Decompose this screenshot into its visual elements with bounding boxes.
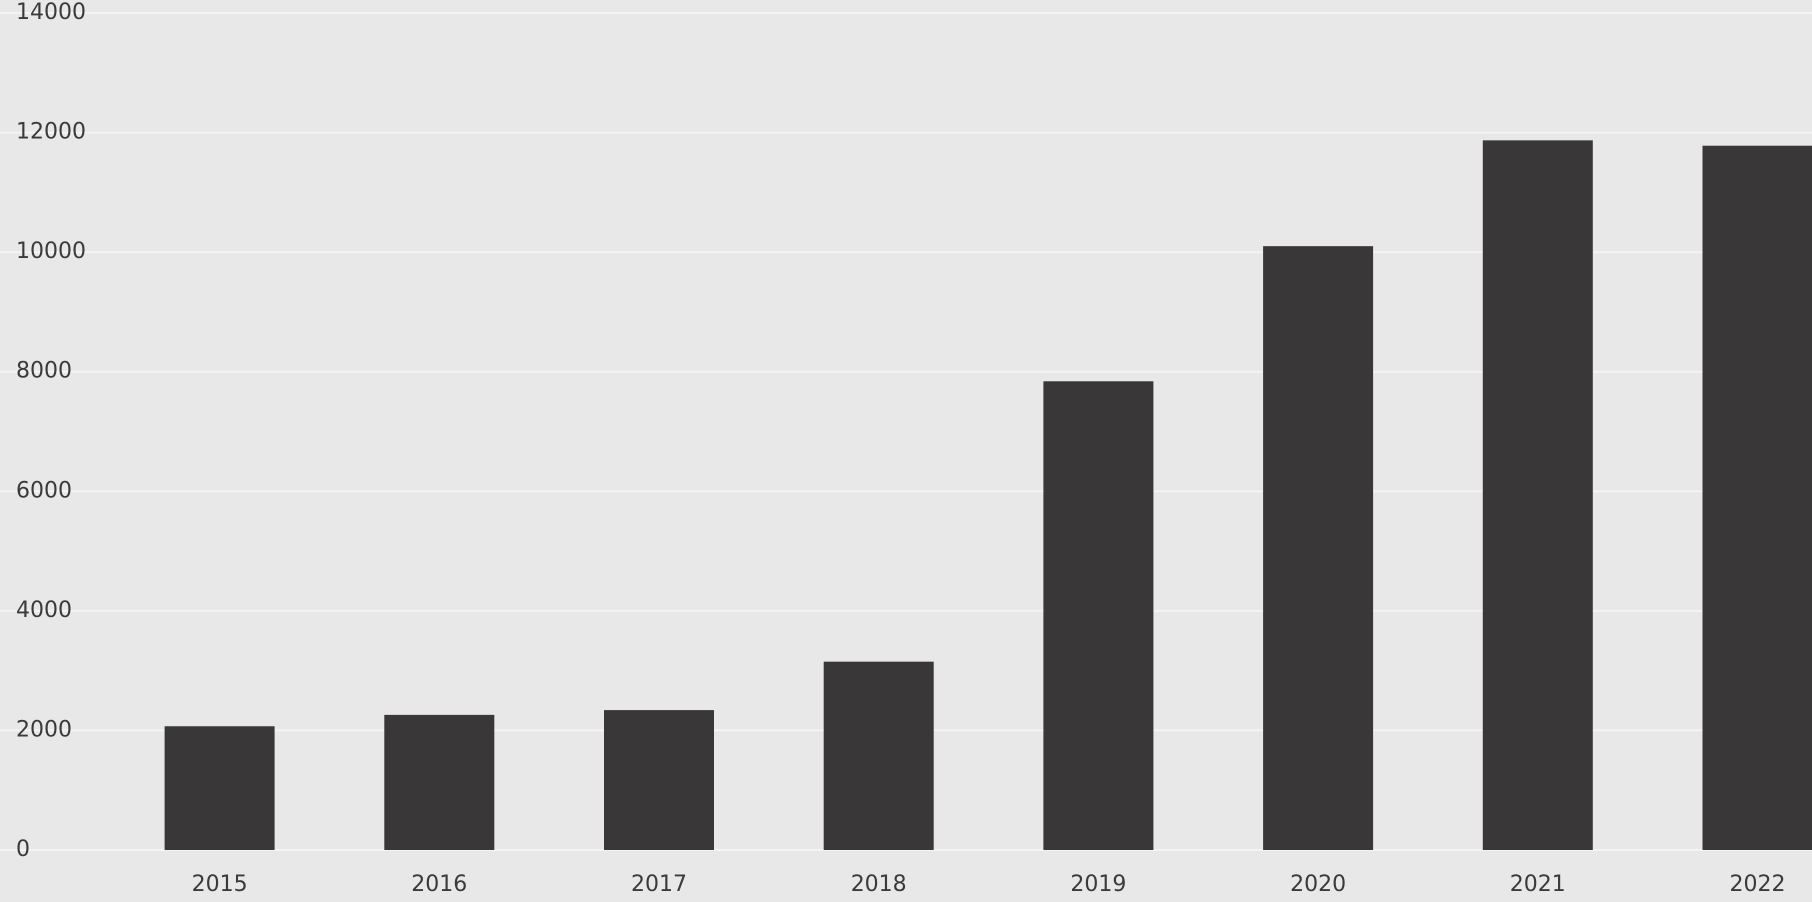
x-tick-label: 2016: [411, 872, 467, 897]
bar: [1043, 381, 1154, 850]
x-tick-label: 2022: [1730, 872, 1786, 897]
x-tick-label: 2019: [1070, 872, 1126, 897]
bar: [164, 726, 275, 850]
y-tick-label: 14000: [16, 0, 86, 25]
bar: [604, 710, 714, 850]
bar: [1482, 140, 1593, 850]
y-tick-label: 12000: [16, 120, 86, 145]
x-tick-label: 2017: [631, 872, 687, 897]
x-tick-label: 2015: [192, 872, 248, 897]
y-tick-label: 6000: [16, 478, 72, 503]
x-tick-label: 2018: [851, 872, 907, 897]
labels: 0 2000 4000 6000 8000 10000 12000 14000 2015 2016…: [16, 0, 1786, 897]
y-tick-label: 0: [16, 837, 30, 862]
bar: [823, 661, 934, 850]
y-tick-label: 8000: [16, 359, 72, 384]
y-tick-label: 4000: [16, 598, 72, 623]
x-tick-label: 2020: [1290, 872, 1346, 897]
y-tick-label: 10000: [16, 239, 86, 264]
bars: [164, 140, 1812, 850]
y-tick-label: 2000: [16, 717, 72, 742]
bar: [384, 714, 495, 850]
x-tick-label: 2021: [1510, 872, 1566, 897]
bar: [1263, 246, 1374, 850]
bar: [1702, 145, 1812, 850]
